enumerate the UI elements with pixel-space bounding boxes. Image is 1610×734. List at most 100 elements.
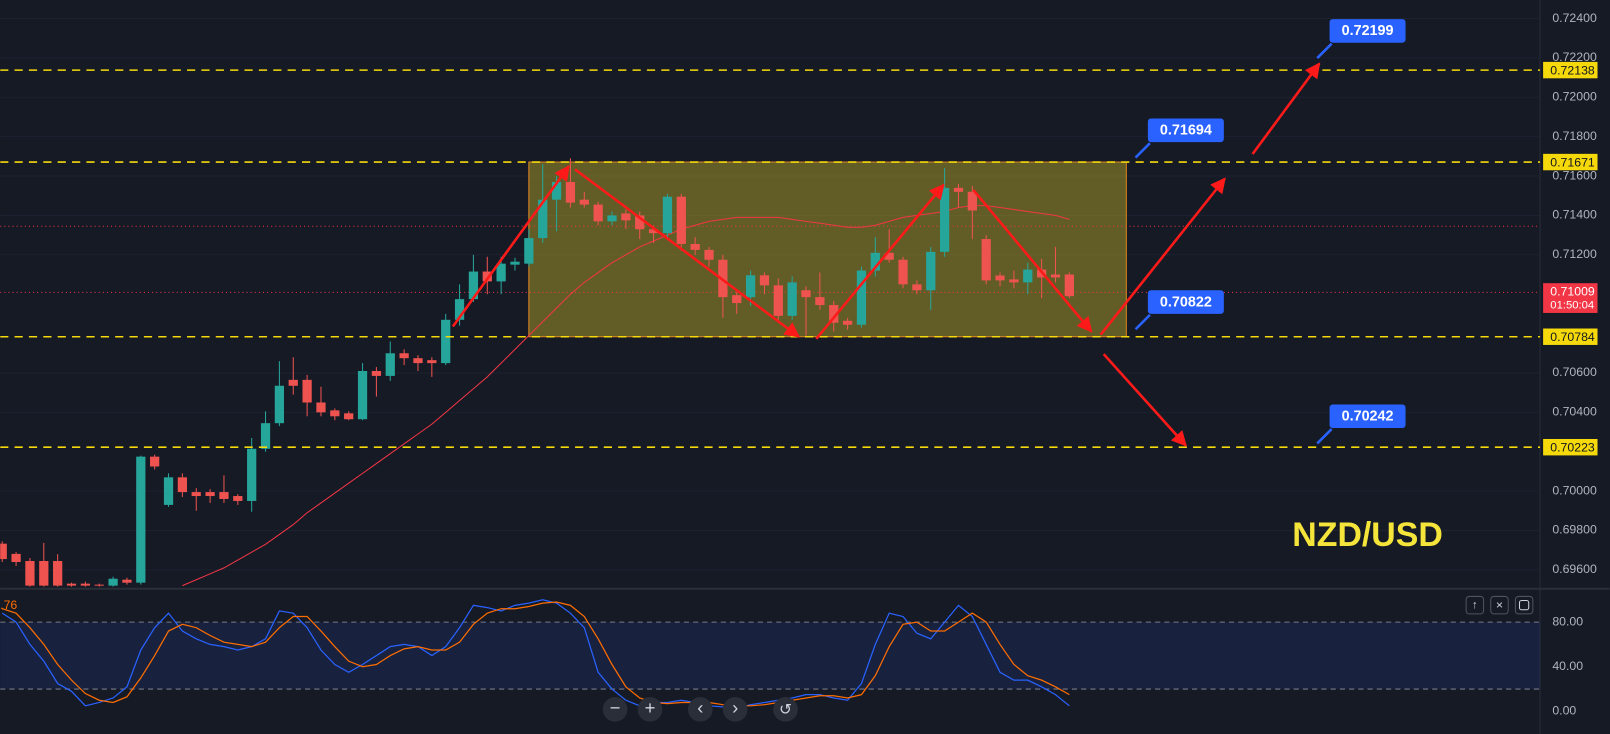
candle-body [912,284,922,291]
candle-body [662,196,673,234]
candle-body [482,271,492,282]
candle-body [745,275,756,298]
candle-body [939,187,950,252]
candle-body [676,196,686,244]
close-pane-icon: × [1496,598,1503,612]
y-tick-label: 40.00 [1552,659,1583,673]
y-tick-label: 0.69800 [1552,523,1597,537]
candle-body [621,213,631,221]
candle-body [136,456,146,583]
candle-body [732,295,742,304]
zoom-toolbar: − + ‹ › ↺ [602,697,798,722]
candle-body [856,270,867,325]
y-tick-label: 80.00 [1552,614,1583,628]
main-pane [0,17,1541,587]
oscillator-line [1,599,1070,709]
candle-body [233,496,243,501]
candle-body [967,191,977,211]
candle-body [538,199,548,239]
candle-body [399,353,409,359]
move-up-button[interactable] [1465,595,1485,615]
zoom-out-icon: − [610,697,621,718]
candle-body [870,252,880,271]
level-label-bg [1543,153,1598,171]
candle-body [759,275,770,286]
candle-body [260,423,271,449]
y-tick-label: 0.72400 [1552,11,1597,25]
candle-body [191,492,201,497]
close-pane-button[interactable] [1490,595,1509,615]
target-pointer [1134,313,1151,331]
arrow [815,183,945,340]
candle-body [163,477,174,505]
candle-body [1023,269,1033,283]
candle-body [898,259,908,285]
candle-body [635,215,645,230]
candle-body [25,561,35,586]
candle-body [926,251,936,291]
candle-body [524,238,534,264]
reset-button[interactable] [773,697,798,722]
target-label-bg [1147,290,1224,314]
y-tick-label: 0.71600 [1552,168,1597,182]
scroll-left-button[interactable] [687,697,713,722]
arrow [451,165,570,328]
candle-body [468,271,479,300]
candle-body [330,410,340,417]
candle-body [39,561,49,586]
range-box [528,161,1127,338]
target-label-bg [1329,404,1406,429]
candle-body [413,358,423,364]
candle-body [496,263,506,282]
y-tick-label: 0.71200 [1552,247,1597,261]
target-pointer [1316,42,1333,59]
moving-average [182,205,1070,587]
maximize-pane-icon [1518,600,1530,611]
y-tick-label: 0.72200 [1552,50,1597,64]
candle-body [787,282,797,316]
oscillator-pane [0,599,1541,709]
candle-body [884,252,894,260]
candle-body [551,181,562,200]
zoom-out-button[interactable] [602,697,628,722]
arrow [1099,177,1226,336]
candle-body [108,578,118,586]
y-tick-label: 0.00 [1552,704,1576,718]
candle-body [981,239,991,281]
candle-body [344,413,354,420]
candle-body [94,584,104,586]
candle-body [1064,274,1074,297]
candle-body [205,492,215,497]
zoom-in-button[interactable] [637,697,663,722]
candle-body [829,305,839,323]
pane-controls: ↑ × [1465,595,1534,615]
candle-body [316,402,326,413]
y-tick-label: 0.70600 [1552,365,1597,379]
oscillator-band [0,622,1541,690]
last-price-label: 0.71009 [1550,285,1595,299]
arrow [574,168,801,338]
candle-body [371,370,382,376]
candle-body [177,477,188,493]
level-label-bg [1543,61,1598,79]
move-up-icon: ↑ [1472,600,1478,612]
price-axis: 0.72400 0.72200 0.72000 0.71800 0.71600 0.714… [1543,11,1598,718]
target-label: 0.70242 [1342,409,1394,425]
candle-body [302,379,312,403]
candle-body [427,360,437,364]
level-label-bg [1543,328,1598,345]
candle-body [385,353,395,376]
candle-body [704,249,714,260]
candle-body [150,456,160,467]
candle-body [690,243,700,250]
candle-body [593,204,603,222]
countdown-label: 01:50:04 [1550,300,1594,312]
candle-body [579,199,589,205]
maximize-pane-button[interactable] [1514,595,1534,615]
candle-body [607,215,617,222]
level-label: 0.72138 [1550,63,1595,77]
target-pointer [1134,142,1151,159]
scroll-right-button[interactable] [722,697,748,722]
